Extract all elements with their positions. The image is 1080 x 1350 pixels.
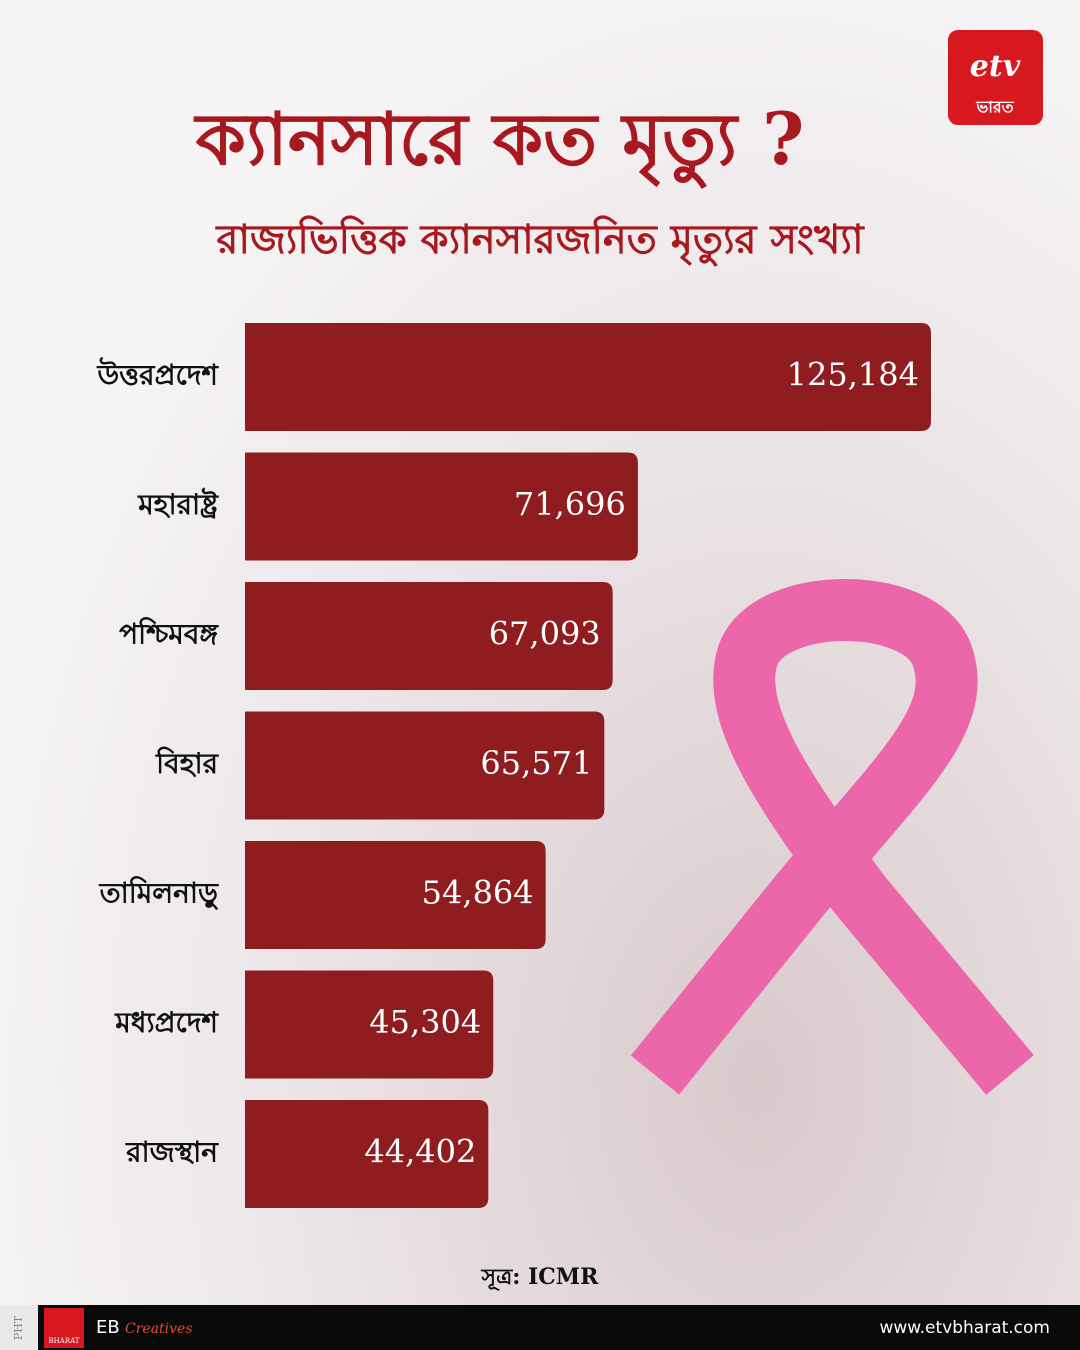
y-tick-label: বিহার: [155, 746, 219, 780]
footer-creatives: Creatives: [125, 1321, 193, 1337]
footer-side-text: PHT: [12, 1315, 25, 1340]
value-label: 44,402: [364, 1133, 476, 1171]
footer-side: [0, 1305, 38, 1350]
footer-eb: EB: [96, 1317, 120, 1338]
y-tick-label: উত্তরপ্রদেশ: [96, 357, 219, 392]
bar: [245, 1100, 489, 1208]
value-label: 71,696: [514, 485, 626, 523]
y-tick-label: পশ্চিমবঙ্গ: [119, 617, 219, 651]
footer-url: www.etvbharat.com: [879, 1318, 1050, 1338]
value-label: 65,571: [480, 744, 592, 782]
value-label: 54,864: [422, 874, 534, 912]
footer-bar: [0, 1305, 1080, 1350]
y-tick-label: রাজস্থান: [125, 1136, 219, 1169]
bar: [245, 970, 494, 1079]
ribbon: [630, 579, 1034, 1095]
logo-text: ভারত: [975, 98, 1014, 117]
value-label: 125,184: [787, 356, 919, 394]
footer-brand: BHARAT: [49, 1337, 80, 1345]
bar: [245, 711, 605, 820]
logo-mark: etv: [970, 49, 1021, 84]
value-label: 67,093: [489, 615, 601, 653]
y-tick-label: তামিলনাড়ু: [99, 876, 219, 911]
y-tick-label: মধ্যপ্রদেশ: [114, 1006, 219, 1039]
value-label: 45,304: [369, 1003, 481, 1041]
bar: [245, 582, 613, 690]
logo-box: [948, 30, 1043, 125]
chart-subtitle: রাজ্যভিত্তিক ক্যানসারজনিত মৃত্যুর সংখ্যা: [214, 215, 865, 267]
source: সূত্র: ICMR: [481, 1264, 600, 1291]
y-tick-label: মহারাষ্ট্র: [137, 487, 219, 521]
chart-title: ক্যানসারে কত মৃত্যু ?: [193, 96, 805, 189]
bar: [245, 452, 638, 561]
footer-logo: [44, 1308, 84, 1348]
ribbon-band: [630, 579, 1034, 1095]
bar: [245, 841, 546, 949]
bar: [245, 323, 931, 431]
